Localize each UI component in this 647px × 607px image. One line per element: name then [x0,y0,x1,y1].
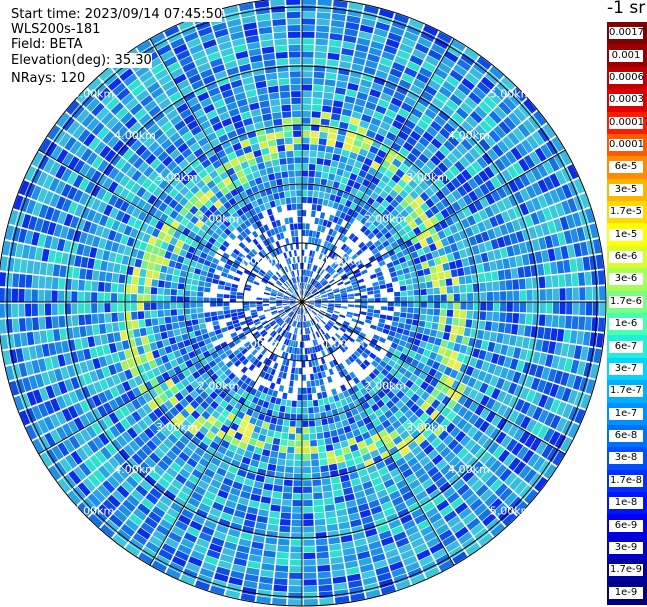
azimuth-spoke [38,301,303,455]
colorbar-cell: 6e-8 [607,424,647,448]
colorbar-cell: 1e-5 [607,223,647,247]
colorbar-tick-label: 0.0001 [609,139,644,152]
colorbar-tick-label: 6e-5 [609,161,643,174]
colorbar-tick-label: 0.0003 [609,94,644,107]
azimuth-spoke [301,301,455,566]
colorbar-cell: 1.7e-8 [607,469,647,493]
field-label: Field: BETA [11,37,83,52]
colorbar-cell: 1e-8 [607,492,647,516]
colorbar-tick-label: 1.7e-9 [609,564,643,577]
azimuth-spoke [149,301,303,566]
colorbar-cell: 0.0017 [607,22,647,45]
azimuth-spoke [301,149,566,303]
colorbar-tick-label: 0.00017 [609,116,647,129]
colorbar-tick-label: 3e-6 [609,273,643,286]
range-ring-label: 3.00km [406,171,448,184]
range-ring-label: 1.00km [240,338,282,351]
colorbar-cell: 0.0001 [607,133,647,157]
colorbar-cell: 3e-8 [607,447,647,471]
range-ring-label: 2.00km [365,213,407,226]
colorbar-cell: 1.7e-9 [607,559,647,583]
colorbar-cell: 3e-5 [607,178,647,202]
colorbar-unit-title: -1 sr [607,0,646,18]
range-ring-label: 4.00km [114,129,156,142]
range-ring-label: 5.00km [73,87,115,100]
range-ring-label: 2.00km [365,379,407,392]
start-time-label: Start time: 2023/09/14 07:45:50 [11,7,223,22]
colorbar-tick-label: 1.7e-6 [609,295,643,308]
colorbar-tick-label: 1e-8 [609,497,643,510]
colorbar-tick-label: 1e-6 [609,318,643,331]
colorbar-cell: 3e-9 [607,536,647,560]
range-ring-label: 3.00km [156,171,198,184]
ppi-range-cells [0,0,606,606]
colorbar-tick-label: 3e-5 [609,183,643,196]
colorbar-tick-label: 1e-9 [609,586,643,599]
colorbar-cell: 0.00017 [607,111,647,135]
azimuth-spoke [301,301,566,455]
colorbar-cell: 1e-9 [607,581,647,605]
azimuth-spoke [38,149,303,303]
colorbar-cell: 1e-6 [607,313,647,336]
colorbar-cell: 6e-9 [607,514,647,538]
range-ring-label: 1.00km [240,254,282,267]
colorbar-tick-label: 6e-6 [609,251,643,264]
range-ring-label: 1.00km [323,338,365,351]
colorbar-tick-label: 3e-8 [609,452,643,465]
range-ring-label: 5.00km [490,505,532,518]
colorbar-tick-label: 1e-5 [609,228,643,241]
colorbar-cell: 1e-7 [607,402,647,426]
colorbar-cell: 1.7e-7 [607,380,647,404]
elevation-label: Elevation(deg): 35.30 [11,53,152,68]
colorbar-tick-label: 6e-8 [609,430,643,443]
colorbar-tick-label: 0.0017 [609,27,644,40]
colorbar-cell: 6e-5 [607,156,647,180]
range-ring-label: 4.00km [114,463,156,476]
range-ring-label: 2.00km [198,213,240,226]
nrays-label: NRays: 120 [11,71,86,86]
colorbar: 0.0017 0.001 0.0006 0.0003 0.00017 0.0001 6e-5… [607,22,647,605]
azimuth-spoke [149,38,303,303]
colorbar-cell: 0.0003 [607,89,647,113]
range-ring-label: 3.00km [156,421,198,434]
colorbar-tick-label: 3e-9 [609,542,643,555]
azimuth-spoke [301,38,455,303]
colorbar-tick-label: 1.7e-8 [609,474,643,487]
colorbar-cell: 1.7e-5 [607,201,647,225]
range-ring-label: 4.00km [448,129,490,142]
colorbar-cell: 6e-6 [607,245,647,269]
range-ring-label: 3.00km [406,421,448,434]
range-ring-label: 4.00km [448,463,490,476]
colorbar-tick-label: 6e-7 [609,340,643,353]
colorbar-tick-label: 1.7e-5 [609,206,643,219]
instrument-label: WLS200s-181 [11,22,101,37]
colorbar-cell: 6e-7 [607,335,647,359]
colorbar-tick-label: 3e-7 [609,362,643,375]
range-ring-label: 1.00km [323,254,365,267]
colorbar-tick-label: 6e-9 [609,519,643,532]
colorbar-tick-label: 0.001 [609,49,643,62]
colorbar-cell: 3e-6 [607,268,647,292]
colorbar-tick-label: 1e-7 [609,407,643,420]
colorbar-cell: 1.7e-6 [607,290,647,314]
colorbar-cell: 3e-7 [607,357,647,381]
colorbar-tick-label: 0.0006 [609,71,644,84]
colorbar-cell: 0.001 [607,44,647,68]
colorbar-cell: 0.0006 [607,66,647,90]
colorbar-tick-label: 1.7e-7 [609,385,643,398]
range-ring-label: 5.00km [73,505,115,518]
range-ring-label: 2.00km [198,379,240,392]
range-ring-label: 5.00km [490,87,532,100]
